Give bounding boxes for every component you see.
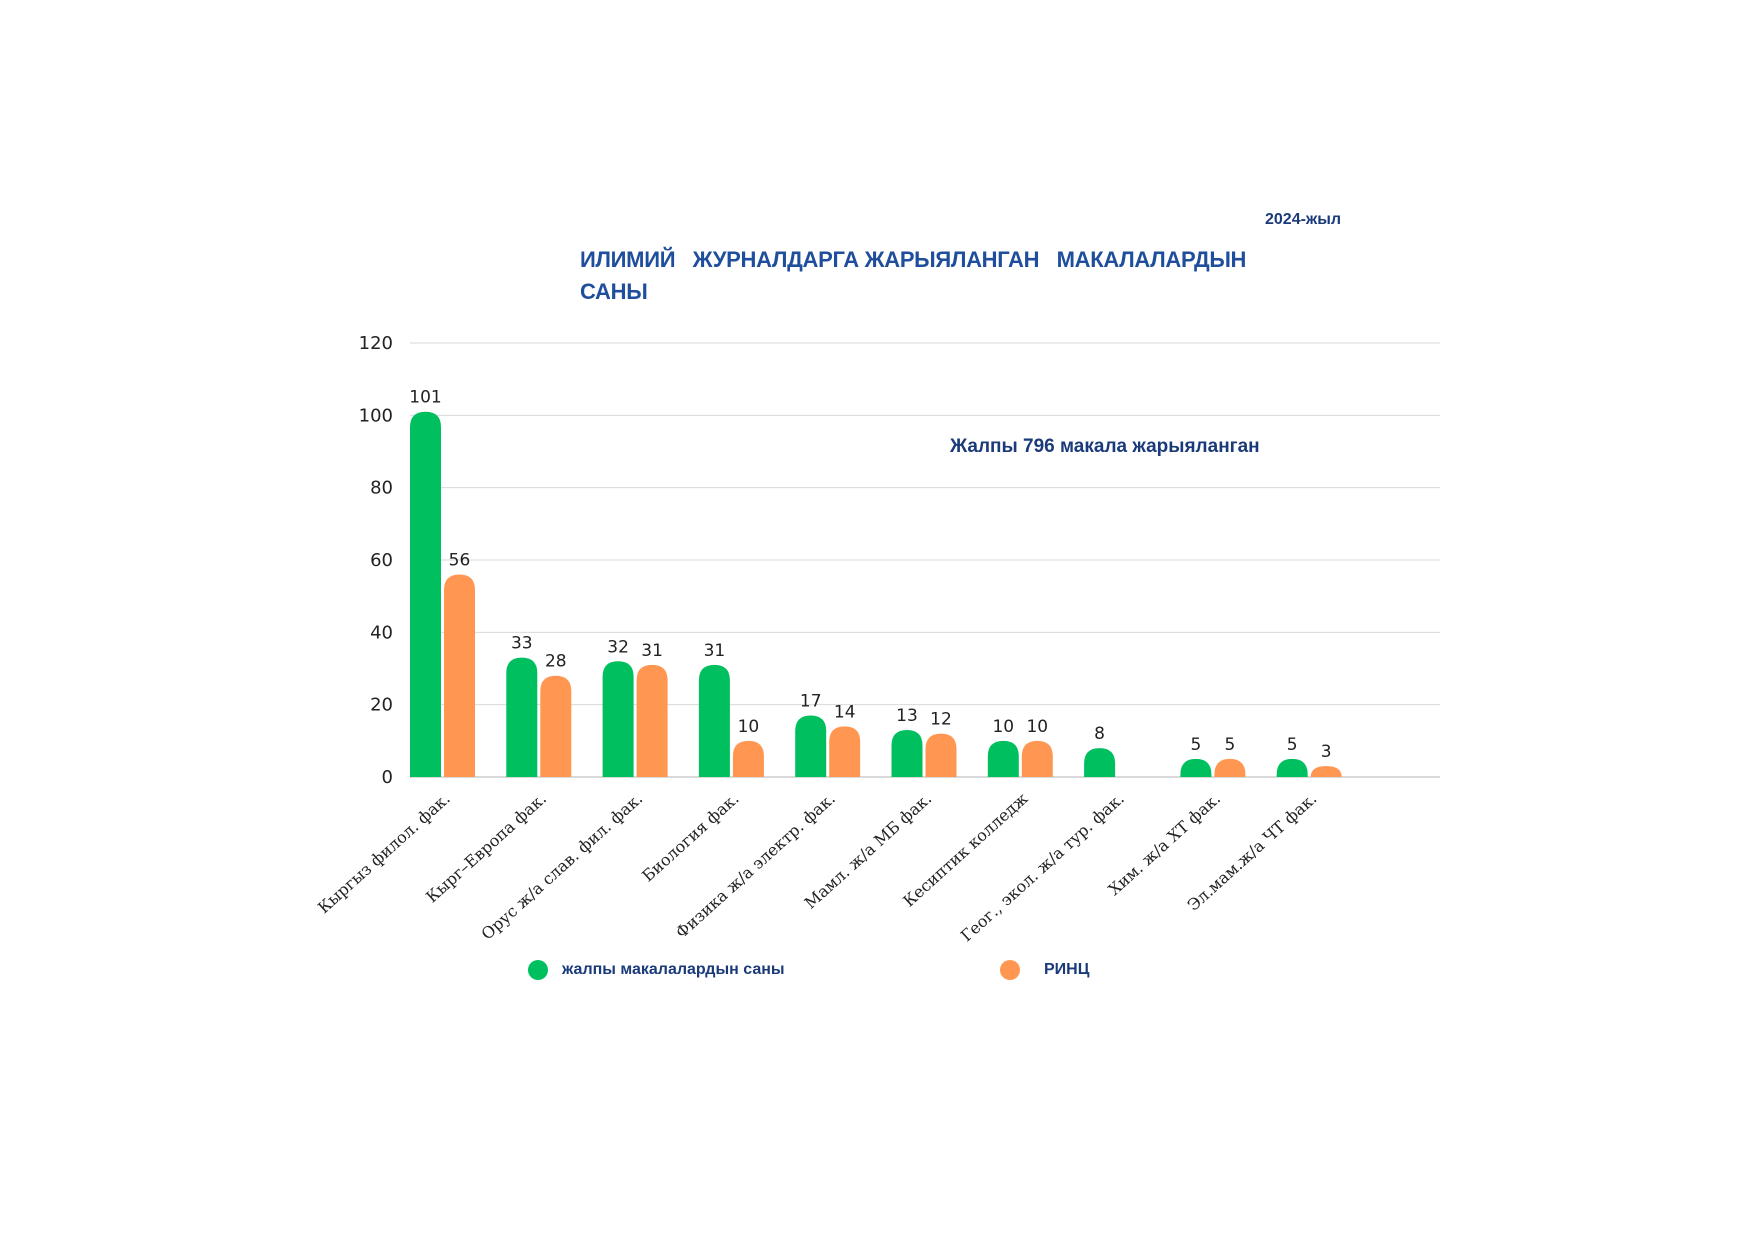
x-tick-label: Геог., экол. ж/а тур. фак. bbox=[957, 789, 1128, 946]
bars bbox=[410, 411, 1342, 777]
legend-item-series1: жалпы макалалардын саны bbox=[528, 960, 785, 980]
data-label: 32 bbox=[607, 637, 629, 657]
data-label: 10 bbox=[738, 717, 760, 737]
y-tick-label: 0 bbox=[382, 767, 393, 788]
bar-total bbox=[987, 740, 1019, 777]
data-label: 14 bbox=[834, 702, 856, 722]
data-label: 31 bbox=[641, 641, 663, 661]
y-tick-label: 20 bbox=[370, 695, 393, 716]
data-label: 17 bbox=[800, 692, 822, 712]
data-label: 8 bbox=[1094, 724, 1105, 744]
bar-total bbox=[891, 729, 923, 777]
bar-total bbox=[1084, 748, 1116, 777]
grid-lines bbox=[410, 342, 1440, 778]
year-label: 2024-жыл bbox=[1265, 211, 1342, 228]
legend-item-series2: РИНЦ bbox=[1000, 960, 1089, 980]
bar-rinc bbox=[1310, 766, 1342, 777]
bar-rinc bbox=[636, 664, 668, 777]
bar-total bbox=[410, 411, 441, 777]
bar-total bbox=[795, 715, 827, 777]
data-label: 10 bbox=[992, 717, 1014, 737]
chart-title: ИЛИМИЙ ЖУРНАЛДАРГА ЖАРЫЯЛАНГАН МАКАЛАЛАР… bbox=[580, 247, 1252, 304]
y-tick-label: 100 bbox=[359, 405, 393, 426]
bar-total bbox=[506, 657, 538, 777]
bar-total bbox=[698, 664, 730, 777]
bar-rinc bbox=[732, 740, 764, 777]
y-tick-label: 60 bbox=[370, 550, 393, 571]
y-tick-label: 40 bbox=[370, 622, 393, 643]
x-axis-ticks: Кыргыз филол. фак.Кырг–Европа фак.Орус ж… bbox=[314, 789, 1320, 946]
bar-total bbox=[1276, 758, 1308, 777]
data-label: 56 bbox=[449, 550, 471, 570]
legend-marker-series1 bbox=[528, 960, 548, 980]
bar-rinc bbox=[829, 726, 861, 777]
data-label: 31 bbox=[704, 641, 726, 661]
data-label: 5 bbox=[1224, 735, 1235, 755]
data-label: 5 bbox=[1190, 735, 1201, 755]
bar-total bbox=[602, 661, 634, 777]
y-axis-ticks: 0 20 40 60 80 100 120 bbox=[359, 333, 393, 788]
data-label: 28 bbox=[545, 652, 567, 672]
legend-label-series2: РИНЦ bbox=[1044, 961, 1090, 978]
x-tick-label: Орус ж/а слав. фил. фак. bbox=[477, 789, 646, 944]
bar-rinc bbox=[1021, 740, 1053, 777]
bar-rinc bbox=[925, 733, 957, 777]
bar-rinc bbox=[1214, 758, 1246, 777]
data-label: 33 bbox=[511, 634, 533, 654]
legend-label-series1: жалпы макалалардын саны bbox=[562, 961, 785, 978]
y-tick-label: 120 bbox=[359, 333, 393, 354]
data-label: 13 bbox=[896, 706, 918, 726]
data-label: 101 bbox=[409, 388, 441, 408]
data-label: 12 bbox=[930, 710, 952, 730]
data-label: 3 bbox=[1321, 742, 1332, 762]
data-label: 10 bbox=[1026, 717, 1048, 737]
bar-total bbox=[1180, 758, 1212, 777]
x-tick-label: Биология фак. bbox=[638, 789, 742, 886]
data-label: 5 bbox=[1287, 735, 1298, 755]
x-tick-label: Физика ж/а электр. фак. bbox=[672, 789, 839, 942]
legend-marker-series2 bbox=[1000, 960, 1020, 980]
total-annotation: Жалпы 796 макала жарыяланган bbox=[950, 436, 1260, 457]
y-tick-label: 80 bbox=[370, 478, 393, 499]
bar-rinc bbox=[540, 675, 572, 777]
bar-rinc bbox=[444, 574, 475, 777]
data-labels: 101 56 33 28 32 31 31 10 17 14 13 12 10 10 8 5 5 5 3 bbox=[409, 388, 1331, 762]
